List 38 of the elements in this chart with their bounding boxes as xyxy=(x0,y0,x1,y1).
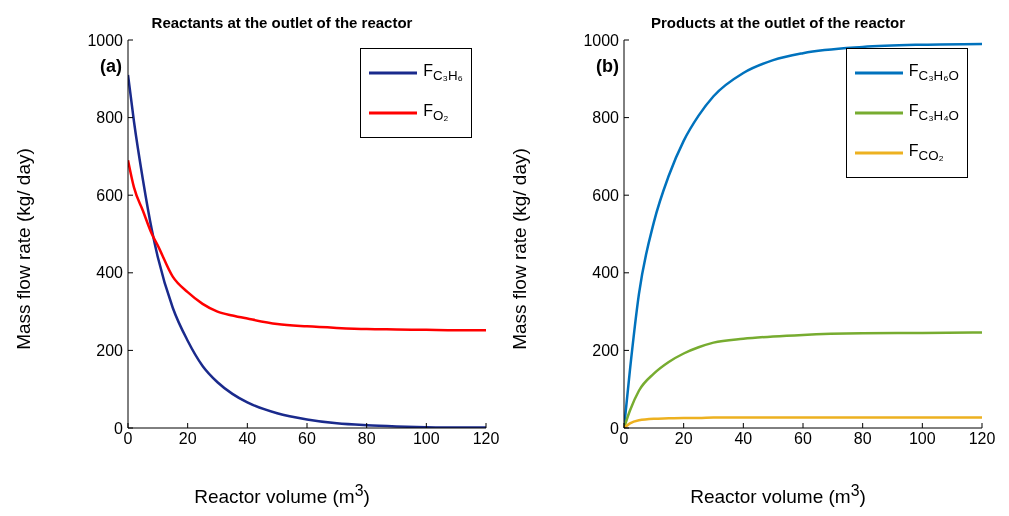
y-tick-label: 200 xyxy=(96,342,124,360)
x-tick-label: 120 xyxy=(472,430,500,448)
text: (b) xyxy=(596,56,619,77)
y-tick-label: 800 xyxy=(592,109,620,127)
y-axis-title: Mass flow rate (kg/ day) xyxy=(509,148,531,350)
y-tick-label: 800 xyxy=(96,109,124,127)
x-tick-label: 40 xyxy=(238,430,257,448)
x-axis-title: Reactor volume (m$^{3}$) xyxy=(689,482,867,509)
x-tick-label: 80 xyxy=(853,430,872,448)
text: (a) xyxy=(100,56,122,77)
x-tick-label: 20 xyxy=(178,430,197,448)
y-tick-label: 1000 xyxy=(583,31,620,49)
chart-title: Reactants at the outlet of the reactor xyxy=(150,14,414,31)
legend-label: F$_{C₃H₄O}$ xyxy=(908,102,959,124)
y-tick-label: 400 xyxy=(96,264,124,282)
y-tick-label: 1000 xyxy=(87,31,124,49)
x-axis-title: Reactor volume (m$^{3}$) xyxy=(193,482,371,509)
chart-title: Products at the outlet of the reactor xyxy=(649,14,907,31)
y-tick-label: 200 xyxy=(592,342,620,360)
x-tick-label: 60 xyxy=(794,430,812,448)
x-tick-label: 20 xyxy=(674,430,693,448)
line-series xyxy=(128,159,486,332)
y-tick-label: 0 xyxy=(114,419,124,437)
y-tick-label: 600 xyxy=(96,186,124,204)
legend-label: F$_{C₃H₆O}$ xyxy=(908,62,959,84)
x-tick-label: 100 xyxy=(908,430,936,448)
y-tick-label: 600 xyxy=(592,186,620,204)
y-axis-title: Mass flow rate (kg/ day) xyxy=(13,148,35,350)
legend-label: F$_{O₂}$ xyxy=(423,102,449,124)
legend-label: F$_{C₃H₆}$ xyxy=(423,62,463,84)
y-tick-label: 0 xyxy=(610,419,620,437)
x-tick-label: 60 xyxy=(298,430,316,448)
x-tick-label: 40 xyxy=(734,430,753,448)
x-tick-label: 120 xyxy=(968,430,996,448)
y-tick-label: 400 xyxy=(592,264,620,282)
legend-label: F$_{CO₂}$ xyxy=(908,142,944,164)
x-tick-label: 80 xyxy=(357,430,376,448)
x-tick-label: 100 xyxy=(412,430,440,448)
